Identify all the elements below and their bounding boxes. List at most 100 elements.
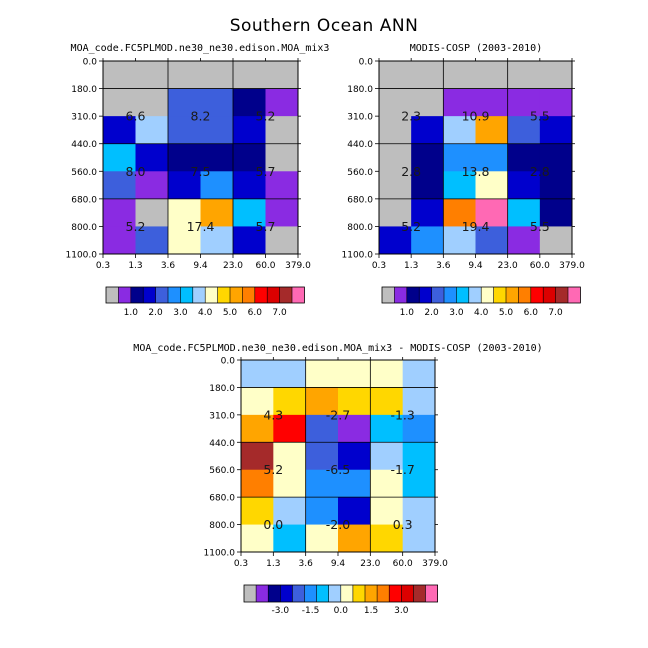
x-tick-label: 0.3 — [372, 261, 386, 271]
heatmap-cell — [402, 387, 436, 416]
heatmap-cell — [539, 226, 573, 255]
heatmap-cell — [241, 497, 274, 525]
heatmap-cell — [168, 226, 201, 255]
heatmap-cell — [370, 497, 404, 525]
heatmap-cell — [475, 143, 509, 172]
heatmap-cell — [379, 61, 412, 89]
block-value-label: 5.2 — [401, 219, 421, 234]
heatmap-cell — [305, 387, 339, 416]
colorbar-swatch — [304, 585, 317, 602]
colorbar-label: 1.5 — [364, 606, 378, 616]
x-tick-label: 23.0 — [498, 261, 518, 271]
y-tick-label: 440.0 — [347, 140, 373, 150]
colorbar-swatch — [143, 287, 156, 303]
heatmap-cell — [402, 442, 436, 471]
colorbar-swatch — [244, 585, 257, 602]
colorbar-swatch — [106, 287, 119, 303]
colorbar-label: 2.0 — [148, 308, 163, 318]
colorbar-frame — [105, 286, 305, 304]
heatmap-cell — [411, 171, 444, 200]
heatmap-cell — [402, 469, 436, 498]
block-value-label: 2.8 — [401, 164, 421, 179]
heatmap-cell — [338, 469, 371, 498]
heatmap-cell — [402, 497, 436, 525]
x-tick-label: 379.0 — [422, 559, 448, 569]
heatmap-cell — [168, 198, 201, 227]
heatmap-cell — [539, 61, 573, 89]
colorbar-label: 3.0 — [449, 308, 464, 318]
heatmap-cell — [168, 116, 201, 145]
heatmap-cell — [379, 226, 412, 255]
heatmap-cell — [135, 116, 169, 145]
colorbar-label: 2.0 — [424, 308, 439, 318]
heatmap-cell — [539, 116, 573, 145]
x-tick-label: 3.6 — [161, 261, 176, 271]
panel-difference-heatmap: 0.3 1.3 3.6 9.4 23.0 60.0 379.0 0.0 180.0 310.0 44… — [204, 357, 449, 570]
heatmap-cell — [168, 171, 201, 200]
colorbar-swatch — [401, 585, 414, 602]
heatmap-cell — [507, 171, 541, 200]
heatmap-cell — [168, 143, 201, 172]
heatmap-cell — [379, 198, 412, 227]
heatmap-cell — [241, 524, 274, 553]
colorbar-swatch — [256, 585, 269, 602]
colorbar-label: -3.0 — [272, 606, 290, 616]
heatmap-cell — [338, 360, 371, 388]
heatmap-cell — [103, 61, 136, 89]
colorbar-swatch — [419, 287, 432, 303]
colorbar-obs: 1.0 2.0 3.0 4.0 5.0 6.0 7.0 — [381, 286, 581, 318]
y-tick-label: 680.0 — [71, 195, 97, 205]
heatmap-cell — [265, 61, 299, 89]
block-value-label: 5.7 — [256, 164, 276, 179]
heatmap-cell — [241, 469, 274, 498]
colorbar-swatch — [118, 287, 132, 303]
heatmap-cell — [200, 61, 234, 89]
heatmap-cell — [475, 116, 509, 145]
block-value-label: 5.2 — [256, 109, 276, 124]
heatmap-cell — [475, 198, 509, 227]
heatmap-cell — [135, 226, 169, 255]
x-tick-label: 60.0 — [530, 261, 550, 271]
colorbar-label: 4.0 — [474, 308, 489, 318]
heatmap-cell — [475, 171, 509, 200]
colorbar-label: 6.0 — [524, 308, 539, 318]
heatmap-cell — [379, 88, 412, 117]
heatmap-cell — [265, 116, 299, 145]
y-tick-label: 800.0 — [209, 521, 235, 531]
heatmap-cell — [305, 524, 339, 553]
colorbar-label: 7.0 — [272, 308, 287, 318]
x-tick-label: 3.6 — [436, 261, 451, 271]
colorbar-swatch — [406, 287, 420, 303]
y-tick-label: 310.0 — [347, 113, 373, 123]
heatmap-cell — [475, 61, 509, 89]
y-tick-label: 310.0 — [209, 411, 235, 421]
y-tick-label: 560.0 — [347, 168, 373, 178]
y-tick-label: 180.0 — [209, 384, 235, 394]
block-value-label: 17.4 — [187, 219, 215, 234]
heatmap-cell — [200, 198, 234, 227]
heatmap-cell — [370, 442, 404, 471]
colorbar-swatch — [268, 585, 281, 602]
colorbar-swatch — [555, 287, 569, 303]
heatmap-cell — [135, 143, 169, 172]
colorbar-label: 3.0 — [173, 308, 188, 318]
heatmap-cell — [370, 524, 404, 553]
heatmap-cell — [265, 171, 299, 200]
y-tick-label: 0.0 — [221, 357, 236, 367]
colorbar-swatch — [377, 585, 390, 602]
figure-title: Southern Ocean ANN — [230, 16, 419, 36]
heatmap-cell — [507, 116, 541, 145]
heatmap-cell — [305, 469, 339, 498]
colorbar-swatch — [340, 585, 354, 602]
colorbar-label: 0.0 — [334, 606, 349, 616]
heatmap-cell — [273, 442, 307, 471]
block-value-label: 8.0 — [126, 164, 146, 179]
heatmap-cell — [443, 171, 476, 200]
heatmap-cell — [200, 143, 234, 172]
heatmap-cell — [273, 497, 307, 525]
heatmap-cell — [443, 88, 476, 117]
block-value-label: 5.5 — [530, 109, 550, 124]
colorbar-swatch — [328, 585, 342, 602]
colorbar-swatch — [352, 585, 366, 602]
heatmap-cell — [338, 414, 371, 443]
